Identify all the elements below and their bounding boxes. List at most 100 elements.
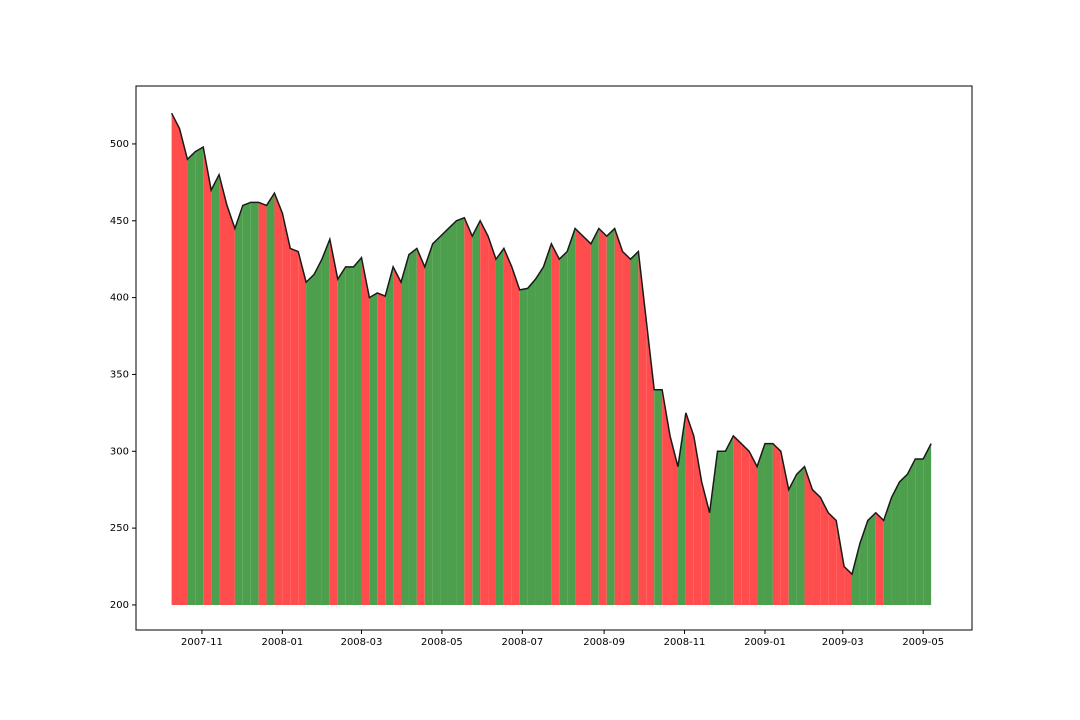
rise-fill: [495, 248, 504, 605]
fall-fill: [804, 466, 813, 605]
fall-fill: [282, 213, 291, 605]
rise-fill: [796, 466, 805, 605]
rise-fill: [788, 474, 797, 605]
rise-fill: [677, 412, 686, 605]
fall-fill: [488, 236, 496, 605]
fall-fill: [329, 239, 338, 605]
rise-fill: [567, 228, 576, 605]
fall-fill: [685, 412, 694, 605]
rise-fill: [915, 458, 924, 605]
rise-fill: [385, 266, 394, 605]
x-tick-label: 2009-05: [902, 637, 944, 648]
rise-fill: [883, 497, 892, 605]
rise-fill: [234, 205, 243, 605]
rise-fill: [187, 151, 196, 605]
fall-fill: [480, 220, 489, 605]
x-tick-label: 2008-11: [664, 637, 706, 648]
rise-fill: [527, 279, 536, 605]
fall-fill: [828, 512, 837, 605]
rise-fill: [369, 292, 378, 605]
x-tick-label: 2008-07: [501, 637, 543, 648]
y-tick-label: 450: [110, 216, 129, 227]
fall-fill: [377, 292, 386, 605]
x-tick-label: 2008-09: [583, 637, 625, 648]
fall-fill: [598, 228, 607, 605]
fall-fill: [511, 266, 520, 605]
fall-fill: [298, 251, 307, 605]
rise-fill: [448, 220, 457, 605]
y-tick-label: 300: [110, 446, 129, 457]
rise-fill: [717, 451, 726, 605]
rise-fill: [654, 389, 663, 605]
rise-fill: [757, 443, 765, 605]
rise-fill: [432, 236, 441, 605]
rise-fill: [543, 243, 552, 605]
x-tick-label: 2009-03: [822, 637, 864, 648]
rise-fill: [535, 266, 544, 605]
y-tick-label: 400: [110, 293, 129, 304]
rise-fill: [345, 266, 354, 605]
fall-fill: [290, 248, 299, 605]
fall-fill: [772, 443, 781, 605]
fall-fill: [226, 205, 235, 605]
y-tick-label: 250: [110, 523, 129, 534]
rise-fill: [195, 147, 204, 605]
rise-fill: [519, 288, 528, 605]
fall-fill: [701, 482, 710, 605]
fall-fill: [614, 228, 623, 605]
x-tick-label: 2008-03: [341, 637, 383, 648]
fall-fill: [464, 217, 473, 605]
fall-fill: [646, 320, 655, 605]
rise-fill: [891, 482, 900, 605]
rise-fill: [907, 458, 916, 605]
rise-fill: [725, 435, 734, 605]
fall-fill: [844, 566, 853, 605]
rise-fill: [472, 220, 481, 605]
rise-fill: [923, 443, 932, 605]
fall-fill: [662, 389, 671, 605]
x-tick-label: 2007-11: [181, 637, 223, 648]
fall-fill: [575, 228, 584, 605]
fall-fill: [361, 257, 370, 605]
fall-fill: [203, 147, 212, 605]
x-tick-label: 2009-01: [744, 637, 786, 648]
rise-fill: [266, 193, 275, 605]
rise-fill: [321, 239, 330, 605]
rise-fill: [456, 217, 465, 605]
fall-fill: [733, 435, 742, 605]
fall-fill: [551, 243, 560, 605]
rise-fill: [764, 443, 773, 605]
rise-fill: [353, 257, 362, 605]
axes-frame: [135, 85, 973, 631]
fall-fill: [258, 202, 267, 605]
fall-fill: [583, 236, 591, 605]
price-line: [170, 112, 932, 576]
rise-fill: [859, 520, 868, 605]
fall-fill: [836, 520, 845, 605]
rise-fill: [242, 202, 251, 605]
fall-fill: [670, 435, 678, 605]
rise-fill: [590, 228, 599, 605]
fall-fill: [274, 193, 283, 605]
fall-fill: [749, 451, 758, 605]
y-tick-label: 500: [110, 139, 129, 150]
rise-fill: [867, 512, 876, 605]
y-tick-label: 350: [110, 369, 129, 380]
rise-fill: [401, 254, 409, 605]
rise-fill: [606, 228, 615, 605]
rise-fill: [250, 202, 259, 605]
fall-fill: [179, 128, 188, 605]
fall-fill: [820, 497, 829, 605]
fall-fill: [875, 512, 884, 605]
fall-fill: [171, 113, 180, 605]
y-tick-label: 200: [110, 600, 129, 611]
rise-fill: [630, 251, 639, 605]
fall-fill: [693, 435, 702, 605]
fall-fill: [638, 251, 647, 605]
rise-fill: [337, 266, 346, 605]
x-tick-label: 2008-01: [261, 637, 303, 648]
rise-fill: [306, 274, 315, 605]
rise-fill: [852, 543, 860, 605]
